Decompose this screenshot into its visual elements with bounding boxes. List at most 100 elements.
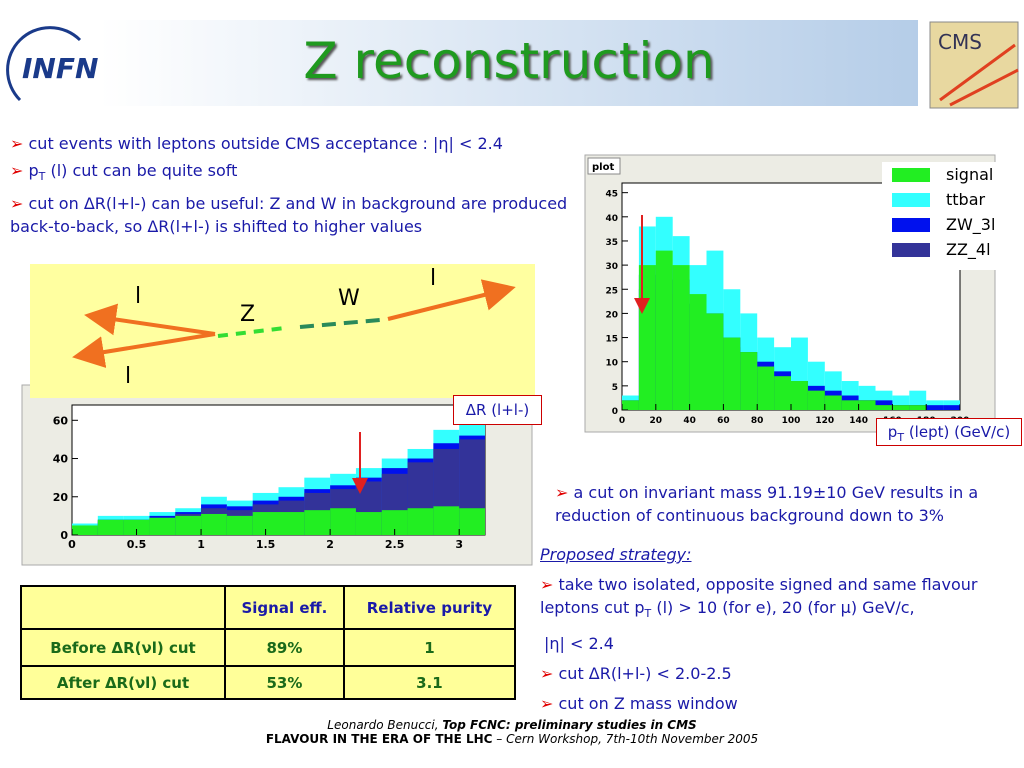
y-tick-label: 35 (605, 238, 618, 248)
legend-swatch (892, 167, 930, 182)
strategy-item: ➢ take two isolated, opposite signed and… (540, 573, 1024, 625)
text-run: (lept) (GeV/c) (904, 423, 1011, 441)
strategy-items: ➢ take two isolated, opposite signed and… (540, 573, 1024, 722)
x-tick-label: 1 (197, 538, 205, 551)
cms-logo-tracks (939, 43, 1019, 107)
y-tick-label: 20 (53, 491, 69, 504)
text-run: (l) > 10 (for e), 20 (for μ) GeV/c, (651, 598, 915, 617)
bullet: ➢ cut on ΔR(l+l-) can be useful: Z and W… (10, 192, 580, 238)
y-tick-label: 40 (605, 214, 618, 224)
strategy-item: |η| < 2.4 (540, 632, 1024, 655)
bar (330, 508, 356, 535)
bar (858, 400, 876, 410)
y-tick-label: 40 (53, 453, 69, 466)
bar (175, 515, 202, 535)
text-run: cut events with leptons outside CMS acce… (28, 134, 503, 153)
bullet-marker: ➢ (10, 194, 24, 214)
footer: Leonardo Benucci, Top FCNC: preliminary … (0, 718, 1024, 746)
bar (841, 400, 859, 410)
z-line (217, 326, 286, 338)
title: Z reconstruction (303, 32, 715, 90)
title-banner (100, 20, 918, 106)
bullet: ➢ pT (l) cut can be quite soft (10, 159, 580, 188)
bar (740, 352, 758, 410)
table-header: Signal eff. Relative purity (20, 585, 517, 630)
bar (459, 508, 485, 535)
strategy-item: ➢ cut ΔR(l+l-) < 2.0-2.5 (540, 662, 1024, 685)
bullet-marker: ➢ (540, 575, 554, 594)
bar (807, 390, 825, 410)
x-tick-label: 0.5 (127, 538, 147, 551)
y-tick-label: 30 (605, 262, 618, 272)
text-run: p (887, 423, 898, 441)
y-tick-label: 0 (612, 407, 618, 417)
heading: Proposed strategy: (540, 545, 692, 564)
intro: ➢ a cut on invariant mass 91.19±10 GeV r… (555, 481, 1020, 527)
bar (791, 381, 808, 410)
lepton-arrow (387, 279, 516, 321)
table: Signal eff. Relative purity Before ΔR(νl) … (20, 585, 517, 700)
bar (909, 405, 927, 410)
y-tick-label: 45 (605, 190, 618, 200)
table-header-cell: Signal eff. (224, 585, 345, 630)
footer-line: FLAVOUR IN THE ERA OF THE LHC – Cern Wor… (0, 732, 1024, 746)
legend-label: ZW_3l (946, 215, 996, 234)
diagram-label: l (135, 284, 142, 309)
legend-label: signal (946, 165, 994, 184)
bar (252, 512, 279, 535)
x-tick-label: 100 (782, 416, 801, 426)
x-axis-label: ΔR (l+l-) (453, 395, 542, 425)
table-cell: 1 (342, 628, 517, 667)
diagram-label: W (338, 286, 360, 311)
y-tick-label: 15 (605, 335, 618, 345)
bar (72, 525, 98, 535)
logo-left: INFN (22, 52, 99, 85)
text-run: take two isolated, opposite signed and s… (540, 575, 978, 617)
legend-entry: signal (882, 162, 1020, 187)
text-run: T (644, 607, 652, 621)
y-tick-label: 60 (53, 414, 69, 427)
x-tick-label: 120 (815, 416, 834, 426)
bar (278, 512, 305, 535)
text-run: – Cern Workshop, 7th-10th November 2005 (492, 732, 759, 746)
x-tick-label: 1.5 (256, 538, 276, 551)
text-run: (l) cut can be quite soft (45, 161, 238, 180)
bar (123, 519, 150, 535)
table-cell: Before ΔR(νl) cut (20, 628, 226, 667)
bar (201, 513, 227, 535)
x-tick-label: 2.5 (385, 538, 405, 551)
x-tick-label: 3 (455, 538, 463, 551)
bullet: ➢ cut events with leptons outside CMS ac… (10, 132, 580, 155)
bullets: ➢ cut events with leptons outside CMS ac… (10, 132, 580, 242)
x-tick-label: 140 (849, 416, 868, 426)
bar (723, 337, 741, 410)
bar (892, 405, 910, 410)
legend-entry: ttbar (882, 187, 1020, 212)
text-run: a cut on invariant mass 91.19±10 GeV res… (555, 483, 979, 525)
bar (757, 366, 775, 410)
legend-label: ZZ_4l (946, 240, 991, 259)
diagram-label: l (125, 364, 132, 389)
bar (149, 517, 176, 535)
bar (943, 405, 960, 410)
text-run: |η| < 2.4 (544, 634, 614, 654)
diagram-label: l (430, 266, 437, 291)
y-tick-label: 10 (605, 359, 618, 369)
strategy-item: ➢ cut on Z mass window (540, 692, 1024, 715)
table-cell: 89% (224, 628, 345, 667)
x-tick-label: 80 (751, 416, 764, 426)
x-tick-label: 40 (683, 416, 696, 426)
legend-label: ttbar (946, 190, 986, 209)
table-header-cell: Relative purity (342, 585, 517, 630)
text-run: Top FCNC: preliminary studies in CMS (442, 718, 697, 732)
bar (824, 395, 842, 410)
bullet-marker: ➢ (10, 134, 24, 153)
plot-title: plot (592, 162, 614, 173)
bar (622, 400, 639, 410)
y-tick-label: 0 (60, 529, 68, 542)
bar (355, 512, 382, 535)
lepton-arrow (72, 332, 216, 368)
bar (655, 250, 673, 410)
